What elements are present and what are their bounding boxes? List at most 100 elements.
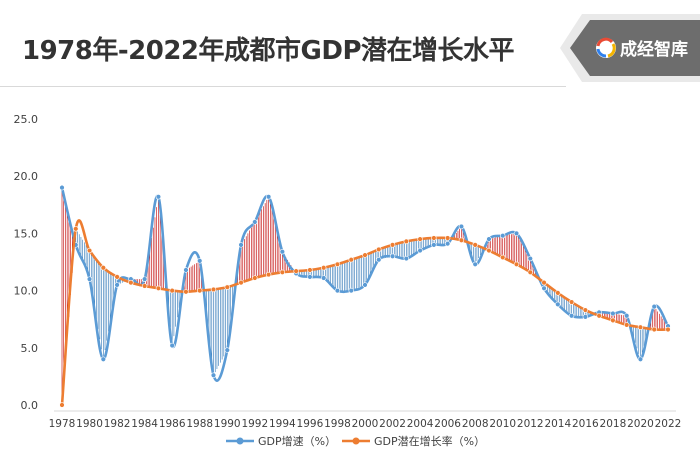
data-point-gdp-growth <box>265 194 272 200</box>
data-point-potential-growth <box>155 285 162 292</box>
x-tick-label: 1982 <box>104 418 131 430</box>
x-tick-label: 1988 <box>186 418 213 430</box>
data-point-potential-growth <box>348 257 354 263</box>
data-point-gdp-growth <box>183 267 189 273</box>
data-point-potential-growth <box>486 247 492 254</box>
data-point-potential-growth <box>568 299 575 305</box>
data-point-gdp-growth <box>141 276 148 282</box>
data-point-potential-growth <box>582 307 589 313</box>
data-point-gdp-growth <box>458 223 465 230</box>
data-point-gdp-growth <box>348 287 354 294</box>
data-point-potential-growth <box>334 261 341 267</box>
x-tick-label: 1990 <box>214 418 241 430</box>
data-point-gdp-growth <box>486 236 492 242</box>
data-point-gdp-growth <box>59 184 65 191</box>
data-point-gdp-growth <box>651 303 657 310</box>
x-tick-label: 2014 <box>544 418 571 430</box>
data-point-gdp-growth <box>472 261 478 267</box>
data-point-potential-growth <box>472 242 478 248</box>
x-tick-label: 2010 <box>489 418 516 430</box>
x-tick-label: 2016 <box>572 418 599 430</box>
data-point-potential-growth <box>403 238 410 245</box>
data-point-gdp-growth <box>376 257 382 263</box>
data-point-gdp-growth <box>637 356 644 362</box>
x-tick-label: 1996 <box>297 418 324 430</box>
data-point-gdp-growth <box>279 249 286 255</box>
legend-label-potential-growth: GDP潜在增长率（%） <box>374 434 485 448</box>
data-point-potential-growth <box>431 235 437 241</box>
data-point-gdp-growth <box>307 274 313 280</box>
data-point-gdp-growth <box>169 342 175 349</box>
data-point-potential-growth <box>651 326 657 333</box>
data-point-potential-growth <box>141 283 148 289</box>
data-point-potential-growth <box>86 247 93 254</box>
data-point-potential-growth <box>665 326 671 333</box>
data-point-potential-growth <box>265 271 272 278</box>
data-point-potential-growth <box>610 317 616 324</box>
logo: 成经智库 <box>560 14 700 82</box>
x-tick-label: 2002 <box>379 418 406 430</box>
y-tick-label: 20.0 <box>14 170 39 183</box>
x-tick-label: 1984 <box>131 418 158 430</box>
x-tick-label: 1978 <box>49 418 76 430</box>
x-tick-label: 1992 <box>241 418 268 430</box>
y-tick-label: 5.0 <box>21 342 39 355</box>
data-point-gdp-growth <box>431 242 437 248</box>
data-point-potential-growth <box>210 286 217 293</box>
x-tick-label: 2020 <box>627 418 654 430</box>
data-point-gdp-growth <box>403 255 410 262</box>
x-tick-label: 2018 <box>600 418 627 430</box>
data-point-potential-growth <box>444 235 451 241</box>
data-point-potential-growth <box>128 279 134 286</box>
data-point-potential-growth <box>513 261 520 267</box>
page-title: 1978年-2022年成都市GDP潜在增长水平 <box>22 36 515 66</box>
logo-band <box>560 14 700 82</box>
x-tick-label: 2006 <box>434 418 461 430</box>
x-tick-label: 1986 <box>159 418 186 430</box>
y-axis: 0.0 5.0 10.0 15.0 20.0 25.0 <box>14 113 39 412</box>
data-point-potential-growth <box>238 279 244 286</box>
data-point-potential-growth <box>73 226 79 232</box>
data-point-gdp-growth <box>155 194 162 200</box>
data-point-potential-growth <box>114 274 120 280</box>
data-point-potential-growth <box>458 237 465 243</box>
x-tick-label: 2012 <box>517 418 544 430</box>
data-point-gdp-growth <box>210 372 217 378</box>
x-tick-label: 1998 <box>324 418 351 430</box>
data-point-potential-growth <box>59 402 65 408</box>
x-tick-label: 2004 <box>407 418 434 430</box>
legend: GDP增速（%） GDP潜在增长率（%） <box>226 434 485 448</box>
x-tick-label: 1994 <box>269 418 296 430</box>
legend-marker-potential-growth <box>352 437 360 445</box>
x-tick-label: 1980 <box>76 418 103 430</box>
legend-marker-gdp-growth <box>236 437 244 445</box>
data-point-gdp-growth <box>568 313 575 319</box>
data-point-potential-growth <box>183 289 189 295</box>
x-axis: 1978 1980 1982 1984 1986 1988 1990 1992 1994 1996… <box>49 410 682 430</box>
data-point-potential-growth <box>541 279 547 286</box>
data-point-gdp-growth <box>320 275 327 281</box>
data-point-gdp-growth <box>252 219 258 225</box>
data-point-potential-growth <box>197 287 203 294</box>
data-point-potential-growth <box>320 265 327 271</box>
y-tick-label: 0.0 <box>21 399 39 412</box>
data-point-potential-growth <box>224 284 230 290</box>
data-point-potential-growth <box>279 269 286 275</box>
data-point-potential-growth <box>555 290 561 296</box>
legend-label-gdp-growth: GDP增速（%） <box>258 434 336 448</box>
data-point-gdp-growth <box>114 282 120 288</box>
data-point-gdp-growth <box>500 232 506 239</box>
series-layer <box>59 184 671 408</box>
data-point-potential-growth <box>596 313 602 319</box>
series-line-potential-growth <box>60 219 669 406</box>
data-point-potential-growth <box>307 267 313 273</box>
data-point-potential-growth <box>527 269 533 275</box>
data-point-gdp-growth <box>86 276 93 282</box>
data-point-potential-growth <box>389 242 396 248</box>
data-point-potential-growth <box>376 246 382 253</box>
data-point-gdp-growth <box>224 347 230 353</box>
data-point-potential-growth <box>169 287 175 294</box>
x-tick-label: 2022 <box>655 418 682 430</box>
